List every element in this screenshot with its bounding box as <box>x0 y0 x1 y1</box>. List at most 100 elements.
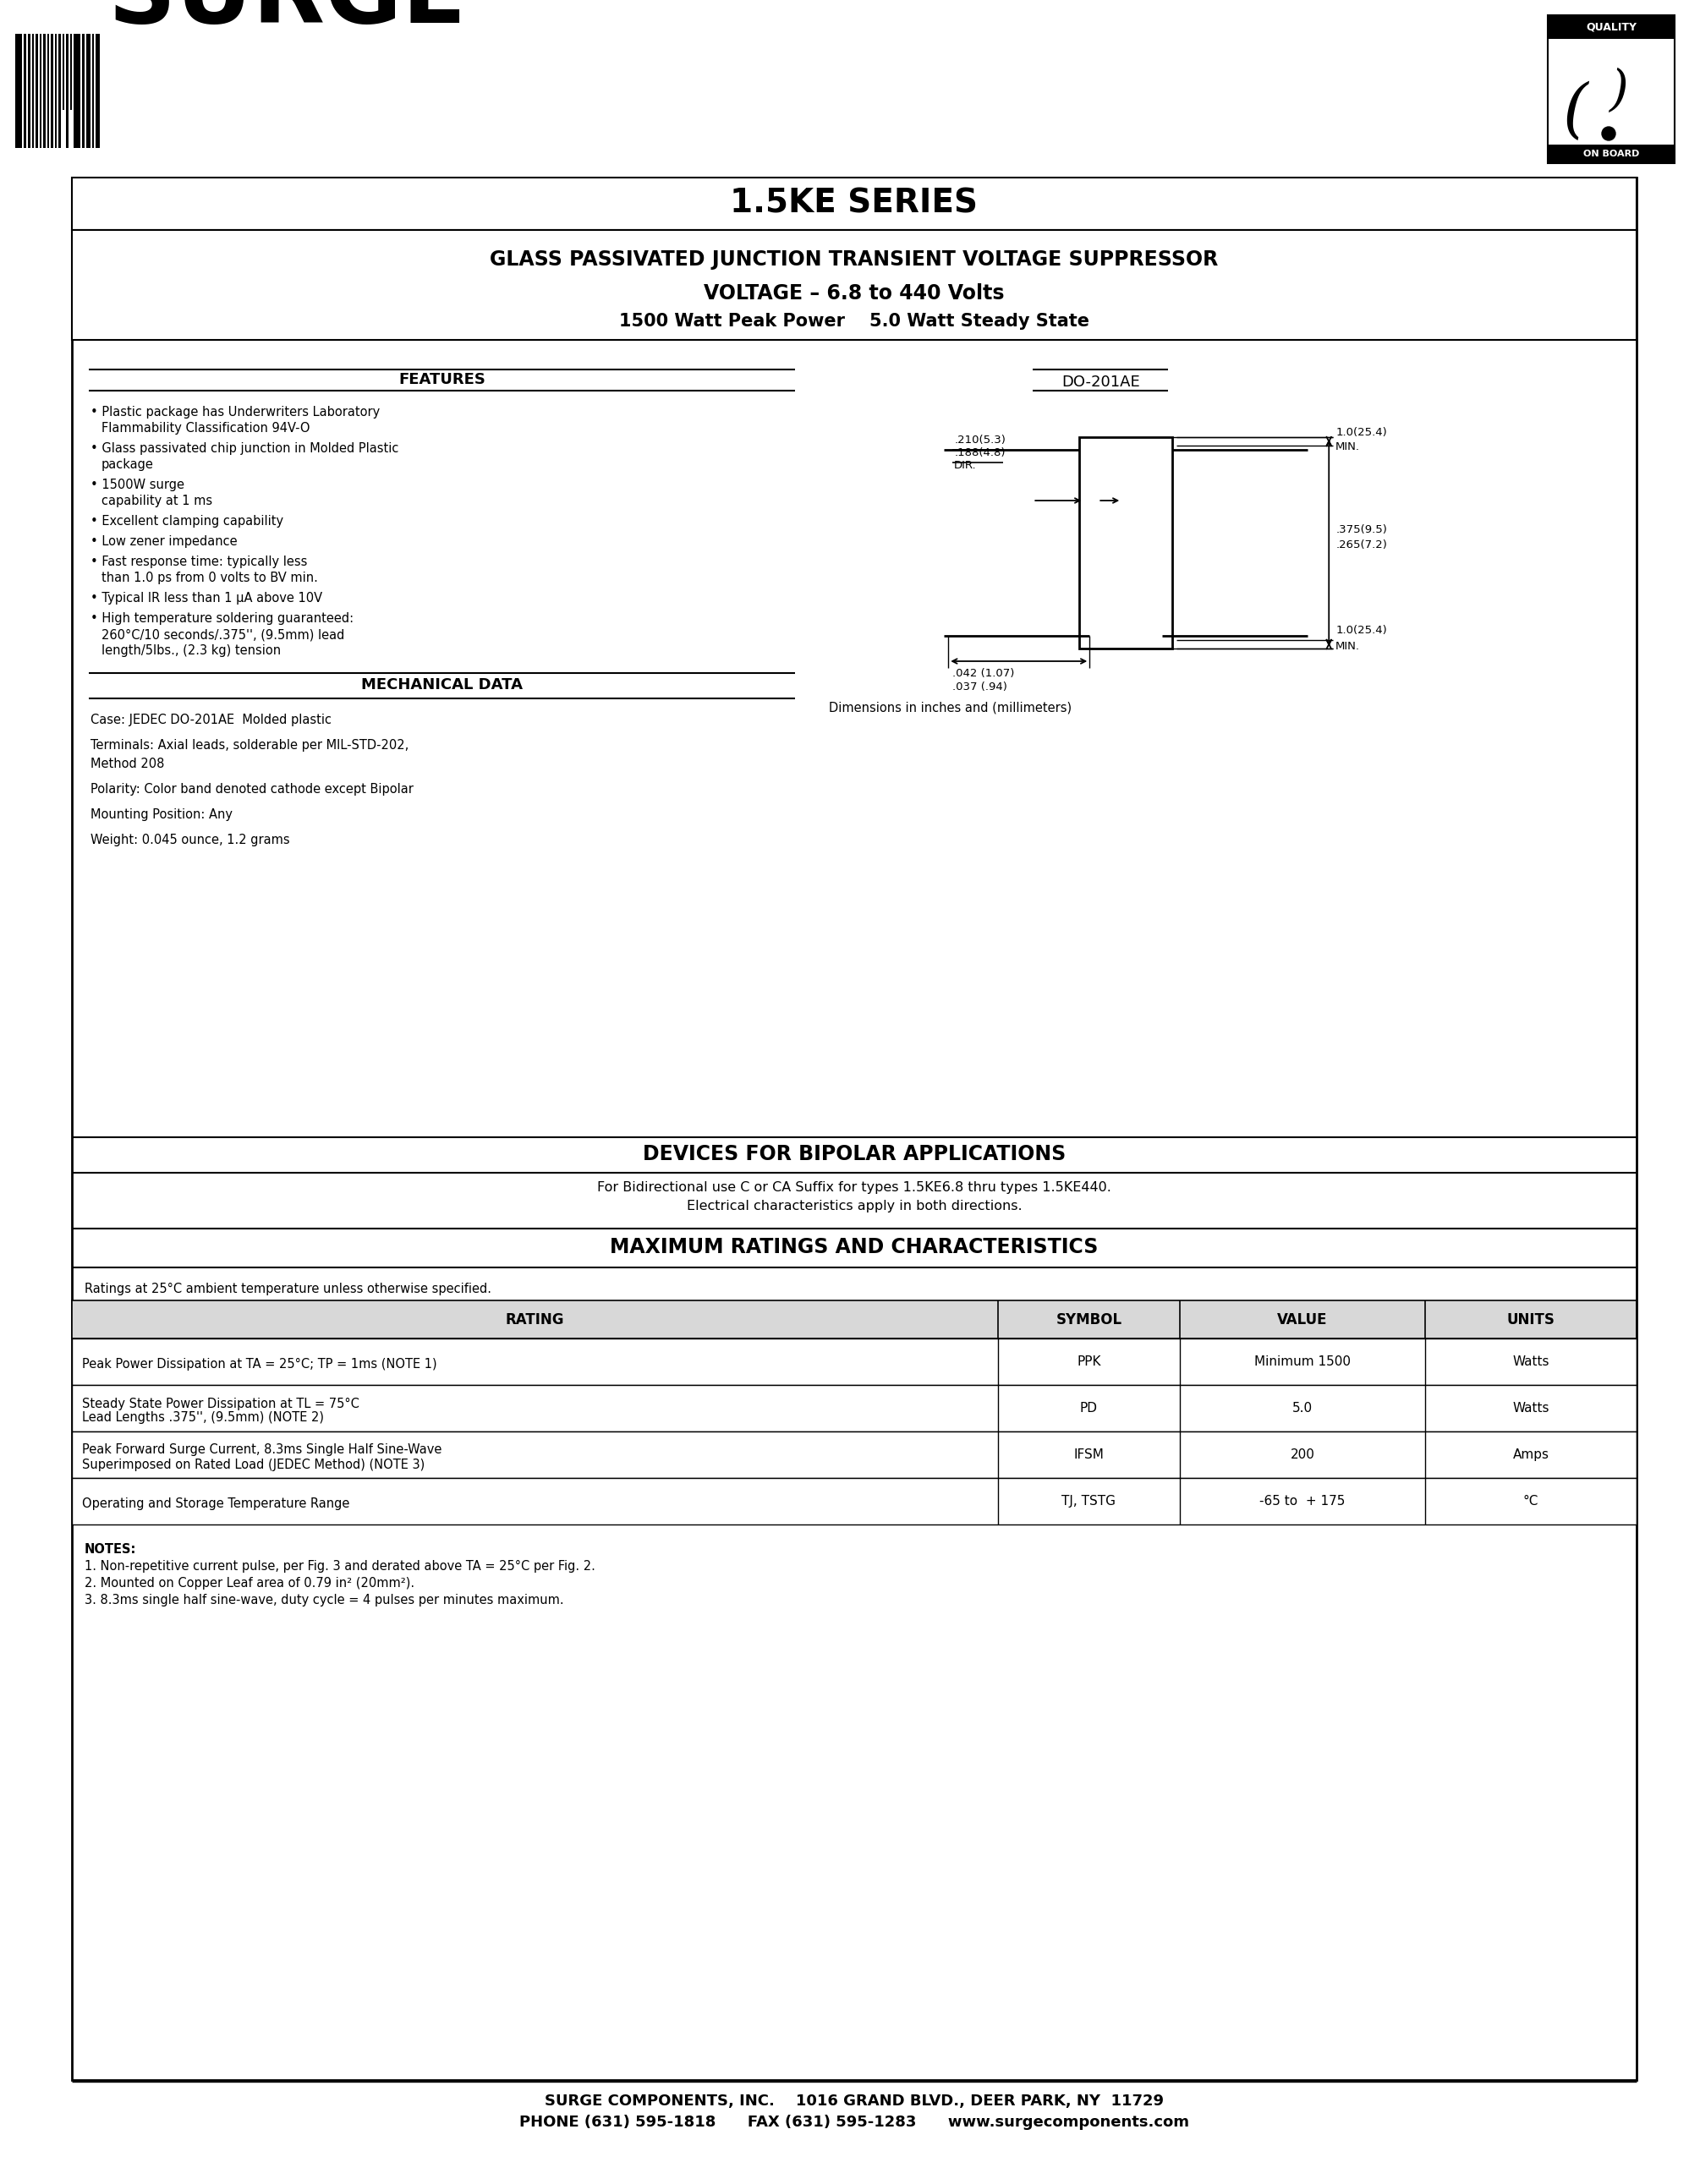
Text: ON BOARD: ON BOARD <box>1583 151 1640 157</box>
Bar <box>96 33 100 149</box>
Text: Electrical characteristics apply in both directions.: Electrical characteristics apply in both… <box>686 1201 1022 1212</box>
Text: MIN.: MIN. <box>1336 441 1360 452</box>
Text: .210(5.3): .210(5.3) <box>954 435 1005 446</box>
Text: (: ( <box>1562 81 1588 144</box>
Text: 2. Mounted on Copper Leaf area of 0.79 in² (20mm²).: 2. Mounted on Copper Leaf area of 0.79 i… <box>84 1577 414 1590</box>
Text: GLASS PASSIVATED JUNCTION TRANSIENT VOLTAGE SUPPRESSOR: GLASS PASSIVATED JUNCTION TRANSIENT VOLT… <box>490 249 1218 269</box>
Text: Flammability Classification 94V-O: Flammability Classification 94V-O <box>101 422 311 435</box>
Text: QUALITY: QUALITY <box>1586 22 1637 33</box>
Text: 1500 Watt Peak Power    5.0 Watt Steady State: 1500 Watt Peak Power 5.0 Watt Steady Sta… <box>620 312 1089 330</box>
Text: 1.0(25.4): 1.0(25.4) <box>1336 426 1387 437</box>
Text: • Low zener impedance: • Low zener impedance <box>91 535 238 548</box>
Text: Method 208: Method 208 <box>91 758 164 771</box>
Bar <box>41 33 42 149</box>
Bar <box>47 33 49 149</box>
Text: Weight: 0.045 ounce, 1.2 grams: Weight: 0.045 ounce, 1.2 grams <box>91 834 291 847</box>
Text: MIN.: MIN. <box>1336 640 1360 651</box>
Text: PD: PD <box>1079 1402 1098 1415</box>
Bar <box>15 33 22 149</box>
Text: Case: JEDEC DO-201AE  Molded plastic: Case: JEDEC DO-201AE Molded plastic <box>91 714 331 727</box>
Text: °C: °C <box>1523 1494 1539 1507</box>
Text: Peak Forward Surge Current, 8.3ms Single Half Sine-Wave: Peak Forward Surge Current, 8.3ms Single… <box>83 1444 443 1457</box>
Bar <box>1547 15 1674 164</box>
Text: NOTES:: NOTES: <box>84 1544 137 1555</box>
Bar <box>29 33 30 149</box>
Text: .265(7.2): .265(7.2) <box>1336 539 1387 550</box>
Bar <box>32 33 34 149</box>
Bar <box>1547 144 1674 164</box>
Text: length/5lbs., (2.3 kg) tension: length/5lbs., (2.3 kg) tension <box>101 644 280 657</box>
Text: 3. 8.3ms single half sine-wave, duty cycle = 4 pulses per minutes maximum.: 3. 8.3ms single half sine-wave, duty cyc… <box>84 1594 564 1607</box>
Text: .188(4.8): .188(4.8) <box>954 448 1005 459</box>
Bar <box>73 1479 1637 1524</box>
Text: Amps: Amps <box>1513 1448 1549 1461</box>
Text: -65 to  + 175: -65 to + 175 <box>1260 1494 1346 1507</box>
Bar <box>73 1385 1637 1431</box>
Text: 260°C/10 seconds/.375'', (9.5mm) lead: 260°C/10 seconds/.375'', (9.5mm) lead <box>101 629 345 640</box>
Text: Steady State Power Dissipation at TL = 75°C: Steady State Power Dissipation at TL = 7… <box>83 1398 360 1411</box>
Text: Watts: Watts <box>1512 1356 1549 1367</box>
Text: RATING: RATING <box>505 1313 564 1328</box>
Bar <box>56 33 57 149</box>
Text: VALUE: VALUE <box>1277 1313 1328 1328</box>
Text: Polarity: Color band denoted cathode except Bipolar: Polarity: Color band denoted cathode exc… <box>91 782 414 795</box>
Text: DEVICES FOR BIPOLAR APPLICATIONS: DEVICES FOR BIPOLAR APPLICATIONS <box>644 1144 1066 1164</box>
Text: than 1.0 ps from 0 volts to BV min.: than 1.0 ps from 0 volts to BV min. <box>101 572 318 585</box>
Bar <box>74 33 81 149</box>
Text: PPK: PPK <box>1078 1356 1101 1367</box>
Text: Operating and Storage Temperature Range: Operating and Storage Temperature Range <box>83 1498 350 1509</box>
Bar <box>59 33 61 149</box>
Text: 1. Non-repetitive current pulse, per Fig. 3 and derated above TA = 25°C per Fig.: 1. Non-repetitive current pulse, per Fig… <box>84 1559 595 1572</box>
Bar <box>73 1431 1637 1479</box>
Text: • Fast response time: typically less: • Fast response time: typically less <box>91 555 307 568</box>
Text: MAXIMUM RATINGS AND CHARACTERISTICS: MAXIMUM RATINGS AND CHARACTERISTICS <box>610 1236 1098 1258</box>
Text: Superimposed on Rated Load (JEDEC Method) (NOTE 3): Superimposed on Rated Load (JEDEC Method… <box>83 1459 426 1470</box>
Text: PHONE (631) 595-1818      FAX (631) 595-1283      www.surgecomponents.com: PHONE (631) 595-1818 FAX (631) 595-1283 … <box>519 2114 1189 2129</box>
Bar <box>24 33 27 149</box>
Bar <box>51 33 54 149</box>
Bar <box>35 33 39 149</box>
Text: Terminals: Axial leads, solderable per MIL-STD-202,: Terminals: Axial leads, solderable per M… <box>91 738 409 751</box>
Bar <box>86 33 91 149</box>
Text: DIR.: DIR. <box>954 461 976 472</box>
Text: • High temperature soldering guaranteed:: • High temperature soldering guaranteed: <box>91 612 353 625</box>
Text: package: package <box>101 459 154 472</box>
Text: VOLTAGE – 6.8 to 440 Volts: VOLTAGE – 6.8 to 440 Volts <box>704 284 1005 304</box>
Bar <box>66 33 69 149</box>
Text: 200: 200 <box>1290 1448 1314 1461</box>
Text: .375(9.5): .375(9.5) <box>1336 524 1387 535</box>
Bar <box>62 33 64 109</box>
Bar <box>73 177 1637 229</box>
Text: TJ, TSTG: TJ, TSTG <box>1062 1494 1116 1507</box>
Bar <box>83 33 84 149</box>
Text: 5.0: 5.0 <box>1292 1402 1312 1415</box>
Text: MECHANICAL DATA: MECHANICAL DATA <box>361 677 522 692</box>
Text: UNITS: UNITS <box>1507 1313 1556 1328</box>
Text: • Excellent clamping capability: • Excellent clamping capability <box>91 515 284 529</box>
Text: Peak Power Dissipation at TA = 25°C; TP = 1ms (NOTE 1): Peak Power Dissipation at TA = 25°C; TP … <box>83 1358 437 1372</box>
Bar <box>71 33 73 109</box>
Text: Ratings at 25°C ambient temperature unless otherwise specified.: Ratings at 25°C ambient temperature unle… <box>84 1282 491 1295</box>
Bar <box>73 1299 1637 1339</box>
Text: 1.0(25.4): 1.0(25.4) <box>1336 625 1387 636</box>
Text: .042 (1.07): .042 (1.07) <box>953 668 1015 679</box>
Bar <box>93 33 95 149</box>
Text: ): ) <box>1608 68 1628 116</box>
Bar <box>73 177 1637 2079</box>
Bar <box>73 1339 1637 1385</box>
Text: • Glass passivated chip junction in Molded Plastic: • Glass passivated chip junction in Mold… <box>91 441 399 454</box>
Bar <box>73 229 1637 341</box>
Text: • Plastic package has Underwriters Laboratory: • Plastic package has Underwriters Labor… <box>91 406 380 419</box>
Text: .037 (.94): .037 (.94) <box>953 681 1007 692</box>
Text: Lead Lengths .375'', (9.5mm) (NOTE 2): Lead Lengths .375'', (9.5mm) (NOTE 2) <box>83 1411 324 1424</box>
Circle shape <box>1601 127 1615 140</box>
Bar <box>1079 437 1172 649</box>
Text: • Typical IR less than 1 μA above 10V: • Typical IR less than 1 μA above 10V <box>91 592 323 605</box>
Text: 1.5KE SERIES: 1.5KE SERIES <box>730 188 978 221</box>
Text: • 1500W surge: • 1500W surge <box>91 478 184 491</box>
Text: Mounting Position: Any: Mounting Position: Any <box>91 808 233 821</box>
Text: IFSM: IFSM <box>1074 1448 1105 1461</box>
Text: For Bidirectional use C or CA Suffix for types 1.5KE6.8 thru types 1.5KE440.: For Bidirectional use C or CA Suffix for… <box>598 1182 1111 1195</box>
Text: FEATURES: FEATURES <box>399 371 485 387</box>
Bar <box>44 33 46 149</box>
